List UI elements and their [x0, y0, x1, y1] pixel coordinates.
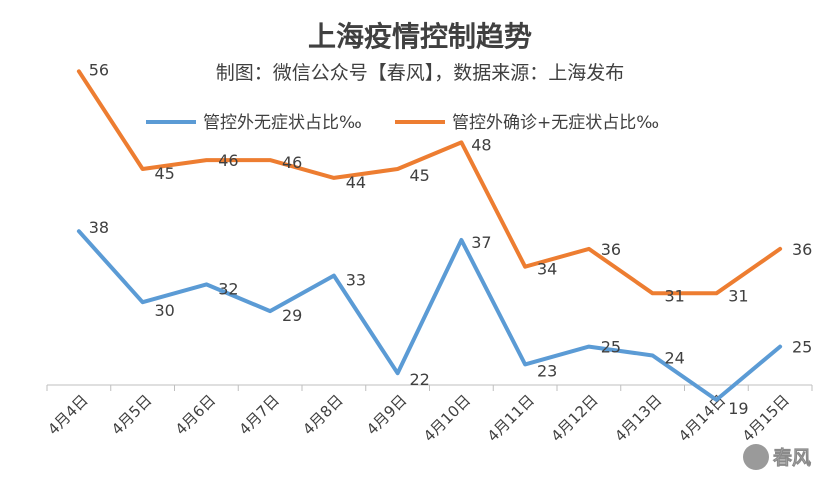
- data-label-series-1: 22: [409, 370, 429, 389]
- data-label-series-2: 31: [664, 286, 684, 305]
- data-label-series-1: 25: [792, 338, 812, 357]
- x-tick-label: 4月5日: [108, 391, 155, 438]
- watermark-icon: [743, 444, 769, 470]
- data-label-series-2: 36: [792, 240, 812, 259]
- x-tick-label: 4月14日: [675, 391, 729, 445]
- data-label-series-2: 45: [409, 166, 429, 185]
- series-line-1: [76, 229, 783, 402]
- x-tick-label: 4月8日: [299, 391, 346, 438]
- x-tick-label: 4月6日: [172, 391, 219, 438]
- data-label-series-1: 30: [154, 301, 174, 320]
- legend-label-series-1: 管控外无症状占比‰: [203, 113, 362, 133]
- x-tick-label: 4月13日: [611, 391, 665, 445]
- chart-subtitle: 制图：微信公众号【春风】，数据来源：上海发布: [216, 62, 625, 84]
- data-label-series-1: 24: [664, 348, 684, 367]
- data-label-series-1: 38: [89, 218, 109, 237]
- data-label-series-2: 45: [154, 164, 174, 183]
- x-tick-label: 4月4日: [44, 391, 91, 438]
- data-label-series-2: 56: [89, 60, 109, 79]
- data-label-series-1: 33: [346, 271, 366, 290]
- data-label-series-2: 48: [471, 135, 491, 154]
- data-label-series-2: 46: [218, 151, 238, 170]
- data-label-series-2: 36: [601, 240, 621, 259]
- watermark: 春风: [743, 444, 811, 470]
- data-label-series-2: 31: [728, 286, 748, 305]
- x-tick-label: 4月9日: [363, 391, 410, 438]
- data-label-series-1: 32: [218, 279, 238, 298]
- legend: 管控外无症状占比‰ 管控外确诊+无症状占比‰: [146, 113, 659, 133]
- data-label-series-2: 46: [282, 153, 302, 172]
- data-label-series-1: 19: [728, 399, 748, 418]
- plot-area: 4月4日 4月5日 4月6日 4月7日 4月8日 4月9日 4月10日 4月11日 4月12日 4…: [44, 60, 813, 445]
- watermark-text: 春风: [773, 446, 811, 469]
- data-label-series-1: 29: [282, 306, 302, 325]
- x-tick-label: 4月12日: [548, 391, 602, 445]
- data-label-series-1: 23: [537, 361, 557, 380]
- x-tick-label: 4月10日: [420, 391, 474, 445]
- x-tick-label: 4月7日: [236, 391, 283, 438]
- series-line-2: [76, 69, 783, 296]
- x-tick-label: 4月11日: [484, 391, 538, 445]
- data-label-series-2: 34: [537, 260, 557, 279]
- data-label-series-2: 44: [346, 173, 366, 192]
- legend-label-series-2: 管控外确诊+无症状占比‰: [452, 113, 659, 133]
- data-label-series-1: 25: [601, 338, 621, 357]
- data-label-series-1: 37: [471, 233, 491, 252]
- chart-title: 上海疫情控制趋势: [308, 20, 532, 53]
